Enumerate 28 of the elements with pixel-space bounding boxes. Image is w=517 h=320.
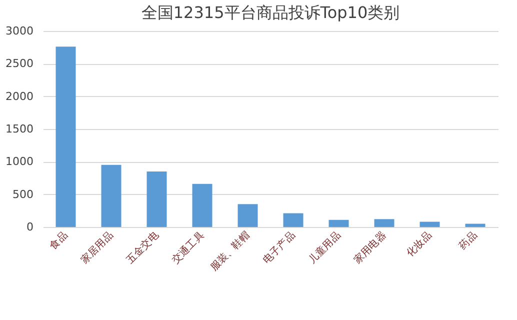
x-tick-label: 电子产品	[260, 229, 298, 266]
x-tick-label: 儿童用品	[306, 229, 343, 266]
x-tick-label: 化妆品	[404, 229, 434, 259]
x-tick-label: 服装、鞋帽	[208, 229, 252, 274]
y-tick-label: 2500	[6, 57, 34, 70]
x-tick-label: 食品	[47, 229, 70, 252]
bar	[238, 204, 258, 227]
y-tick-label: 3000	[6, 24, 34, 38]
x-tick-label: 家居用品	[78, 229, 116, 266]
bar	[101, 164, 122, 227]
bar	[283, 213, 304, 227]
y-tick-label: 0	[26, 220, 34, 234]
x-tick-label: 五金交电	[124, 229, 161, 266]
bar	[146, 171, 167, 227]
bar	[56, 46, 76, 227]
x-tick-label: 药品	[456, 229, 480, 252]
chart-title: 全国12315平台商品投诉Top10类别	[141, 3, 400, 22]
bar	[374, 219, 394, 227]
x-tick-label: 家用电器	[352, 229, 388, 266]
y-tick-label: 1500	[6, 122, 34, 136]
bar	[192, 184, 212, 227]
bar	[328, 220, 349, 227]
bar	[465, 224, 486, 227]
x-tick-label: 交通工具	[170, 229, 206, 266]
y-tick-label: 2000	[6, 90, 34, 103]
bar	[420, 222, 440, 227]
y-tick-label: 1000	[6, 155, 34, 168]
y-tick-label: 500	[12, 188, 34, 201]
